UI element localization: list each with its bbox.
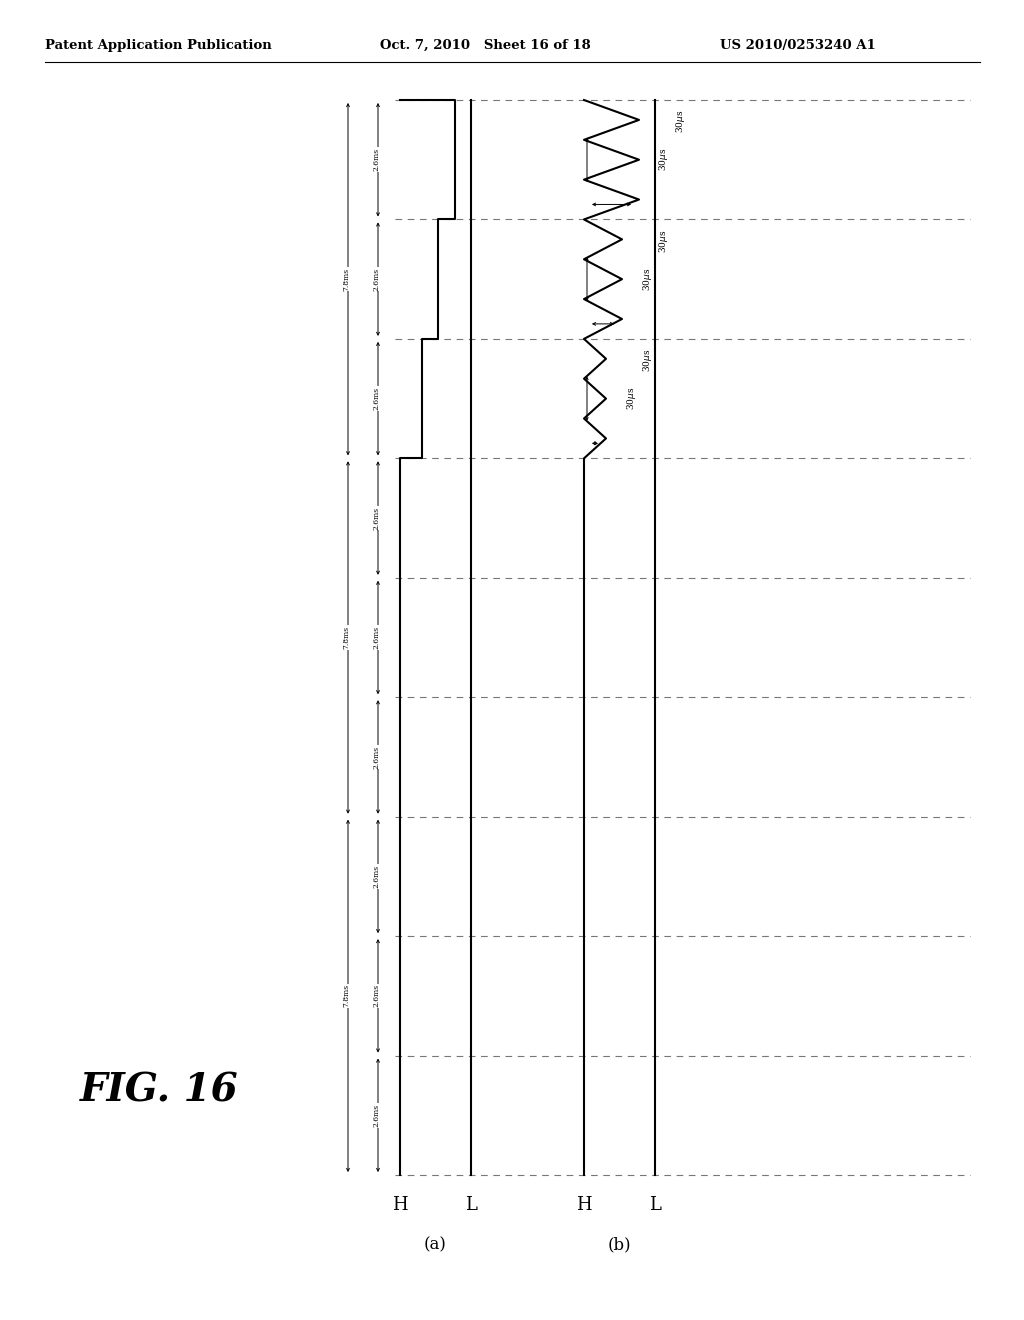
Text: 30$\mu$s: 30$\mu$s — [657, 230, 670, 252]
Text: 2.6ms: 2.6ms — [372, 387, 380, 411]
Text: 2.6ms: 2.6ms — [372, 1104, 380, 1127]
Text: H: H — [392, 1196, 408, 1214]
Text: (b): (b) — [607, 1237, 632, 1254]
Text: 30$\mu$s: 30$\mu$s — [625, 387, 638, 411]
Text: Oct. 7, 2010   Sheet 16 of 18: Oct. 7, 2010 Sheet 16 of 18 — [380, 38, 591, 51]
Text: 2.6ms: 2.6ms — [372, 746, 380, 768]
Text: L: L — [465, 1196, 477, 1214]
Text: US 2010/0253240 A1: US 2010/0253240 A1 — [720, 38, 876, 51]
Text: FIG. 16: FIG. 16 — [80, 1071, 239, 1109]
Text: 30$\mu$s: 30$\mu$s — [640, 268, 653, 290]
Text: 30$\mu$s: 30$\mu$s — [641, 348, 654, 372]
Text: 7.8ms: 7.8ms — [342, 626, 350, 649]
Text: 2.6ms: 2.6ms — [372, 865, 380, 888]
Text: (a): (a) — [424, 1237, 446, 1254]
Text: 2.6ms: 2.6ms — [372, 626, 380, 649]
Text: 2.6ms: 2.6ms — [372, 985, 380, 1007]
Text: 30$\mu$s: 30$\mu$s — [674, 110, 687, 133]
Text: 2.6ms: 2.6ms — [372, 148, 380, 172]
Text: 7.8ms: 7.8ms — [342, 268, 350, 290]
Text: 2.6ms: 2.6ms — [372, 507, 380, 529]
Text: 2.6ms: 2.6ms — [372, 268, 380, 290]
Text: Patent Application Publication: Patent Application Publication — [45, 38, 271, 51]
Text: 7.8ms: 7.8ms — [342, 985, 350, 1007]
Text: 30$\mu$s: 30$\mu$s — [657, 148, 671, 172]
Text: H: H — [577, 1196, 592, 1214]
Text: L: L — [649, 1196, 660, 1214]
